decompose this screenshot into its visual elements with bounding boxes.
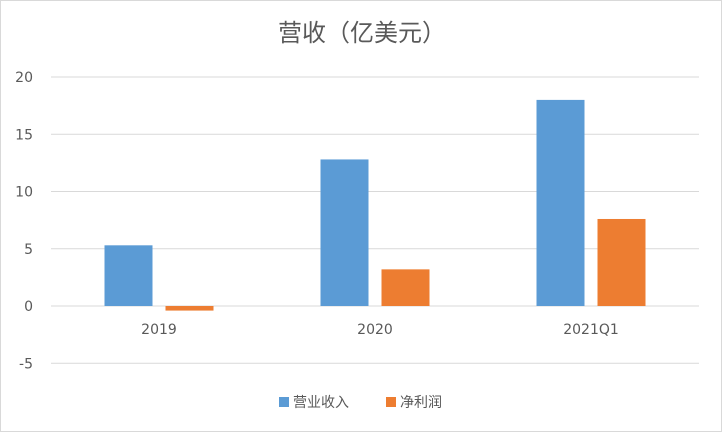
- y-axis-ticks: 20 15 10 5 0 -5: [15, 70, 33, 372]
- x-tick-label: 2019: [141, 322, 177, 338]
- legend-swatch-revenue: [279, 397, 289, 407]
- bar-net-profit-2019: [165, 306, 214, 311]
- x-tick-label: 2020: [357, 322, 393, 338]
- gridlines: [51, 76, 699, 364]
- y-tick-label: 10: [15, 185, 33, 201]
- y-tick-label: 20: [15, 70, 33, 86]
- bars: [104, 99, 646, 311]
- bar-revenue-2019: [104, 245, 153, 306]
- y-tick-label: 15: [15, 127, 33, 143]
- y-tick-label: 5: [24, 242, 33, 258]
- y-tick-label: -5: [19, 356, 33, 372]
- chart-title: 营收（亿美元）: [278, 19, 446, 47]
- bar-revenue-2020: [320, 159, 369, 306]
- legend-label-revenue: 营业收入: [293, 395, 349, 411]
- legend-swatch-net-profit: [386, 397, 396, 407]
- y-tick-label: 0: [24, 299, 33, 315]
- legend: 营业收入 净利润: [279, 395, 442, 411]
- bar-net-profit-2020: [381, 269, 430, 306]
- bar-net-profit-2021Q1: [597, 218, 646, 306]
- x-axis-ticks: 2019 2020 2021Q1: [141, 322, 619, 338]
- x-tick-label: 2021Q1: [563, 322, 619, 338]
- legend-label-net-profit: 净利润: [400, 395, 442, 411]
- bar-revenue-2021Q1: [536, 99, 585, 307]
